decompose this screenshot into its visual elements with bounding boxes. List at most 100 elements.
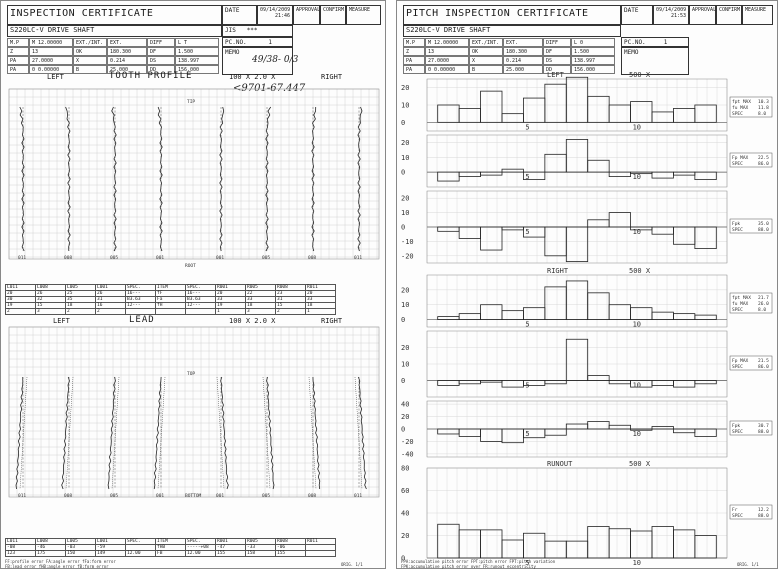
pitch-bar bbox=[458, 226, 481, 239]
tooth-index-label: 5 bbox=[525, 173, 529, 181]
chart-frame bbox=[8, 88, 380, 260]
stat-spec-name: SPEC bbox=[732, 161, 743, 167]
tolerance-line bbox=[262, 376, 271, 490]
tooth-index-label: 5 bbox=[525, 382, 529, 390]
stat-box: Fp MAX 21.5 SPEC 86.0 bbox=[729, 355, 773, 371]
stat-box: Fp MAX 22.5 SPEC 86.0 bbox=[729, 152, 773, 168]
pitch-bar bbox=[437, 226, 460, 232]
stat-value: 26.0 bbox=[758, 301, 769, 307]
y-tick-label: 40 bbox=[401, 401, 409, 409]
pitch-bar bbox=[673, 171, 696, 176]
stat-value: 35.0 bbox=[758, 221, 769, 227]
param-cell: 27.0000 bbox=[29, 56, 73, 65]
pitch-bar bbox=[651, 311, 674, 320]
param-cell: X bbox=[73, 56, 107, 65]
profile-root-label: ROOT bbox=[185, 263, 196, 269]
stat-box: Fr 12.2 SPEC 88.0 bbox=[729, 504, 773, 520]
pitch-bar bbox=[694, 104, 717, 123]
stat-box: Fpk 35.0 SPEC 88.0 bbox=[729, 218, 773, 234]
chart-frame bbox=[426, 78, 728, 132]
pitch-bar bbox=[565, 338, 589, 381]
table-cell bbox=[185, 308, 216, 315]
pitch-bar bbox=[458, 171, 481, 178]
pitch-bar bbox=[480, 529, 503, 559]
section-right-label: RIGHT bbox=[547, 267, 569, 275]
tolerance-line bbox=[216, 376, 225, 490]
measured-trace bbox=[107, 376, 116, 490]
tooth-number-label: 011 bbox=[354, 493, 362, 499]
table-cell: 158 bbox=[245, 550, 276, 557]
pitch-bar bbox=[587, 421, 610, 430]
measured-trace bbox=[312, 376, 321, 490]
stat-spec-value: 86.0 bbox=[758, 364, 769, 370]
y-tick-label: 0 bbox=[401, 119, 405, 127]
lead-top-label: TOP bbox=[187, 371, 195, 377]
profile-tip-label: TIP bbox=[187, 99, 195, 105]
pitch-footnote-2: FPK:accumulative pitch error over FR:run… bbox=[401, 564, 536, 569]
tolerance-line bbox=[354, 376, 363, 490]
lead-title: LEAD bbox=[129, 315, 155, 325]
stat-box: fpt MAX 10.3 fu MAX 11.8 SPEC 8.0 bbox=[729, 96, 773, 118]
pitch-bar bbox=[694, 535, 717, 559]
param-cell: M 12.00000 bbox=[29, 38, 73, 47]
pitch-bar bbox=[651, 380, 674, 386]
param-cell: 0 0.00000 bbox=[29, 65, 73, 74]
chart-frame bbox=[8, 326, 380, 498]
param-cell: DS bbox=[543, 56, 571, 65]
param-cell: 1.500 bbox=[571, 47, 615, 56]
y-tick-label: 10 bbox=[401, 154, 409, 162]
approval-cell: APPROVAL bbox=[293, 5, 320, 25]
stat-name: Fp MAX bbox=[732, 358, 749, 364]
tooth-index-label: 5 bbox=[525, 321, 529, 329]
section-right-scale: 500 X bbox=[629, 267, 651, 275]
tolerance-line bbox=[19, 376, 28, 490]
measured-trace bbox=[153, 376, 162, 490]
tooth-index-label: 10 bbox=[633, 321, 641, 329]
param-cell: PA bbox=[403, 65, 425, 74]
pitch-bar bbox=[673, 428, 696, 434]
pitch-bar bbox=[673, 529, 696, 559]
pitch-panel: -40 -20 0 20 40 5 10 Fpk 30.7 SPEC 88.0 bbox=[401, 401, 773, 458]
measured-trace bbox=[19, 106, 25, 252]
tooth-number-label: 008 bbox=[308, 255, 316, 261]
stat-value: 10.3 bbox=[758, 99, 769, 105]
param-cell: DIFF bbox=[147, 38, 175, 47]
pitch-bar bbox=[587, 526, 610, 559]
stat-spec-value: 88.0 bbox=[758, 227, 769, 233]
pitch-bar bbox=[694, 314, 717, 320]
tooth-number-label: 001 bbox=[156, 255, 164, 261]
measure-cell: MEASURE bbox=[346, 5, 381, 25]
pitch-date-value: 09/14/2009 21:53 bbox=[653, 5, 689, 25]
param-cell: B bbox=[469, 65, 503, 74]
pitch-panel: -20 -10 0 10 20 5 10 Fpk 35.0 SPEC 88.0 bbox=[401, 190, 773, 264]
measured-trace bbox=[311, 106, 317, 252]
param-cell: 156.000 bbox=[571, 65, 615, 74]
param-cell: Z bbox=[7, 47, 29, 56]
certificate-title: INSPECTION CERTIFICATE bbox=[7, 5, 222, 25]
y-tick-label: 20 bbox=[401, 413, 409, 421]
table-cell: 3 bbox=[35, 308, 66, 315]
table-cell: 2 bbox=[275, 308, 306, 315]
param-cell: DS bbox=[147, 56, 175, 65]
pitch-panel: 0 10 20 5 10 fpt MAX 10.3 fu MAX 11.8 SPEC 8.0 bbox=[401, 76, 773, 132]
y-tick-label: 10 bbox=[401, 301, 409, 309]
chart-frame bbox=[426, 190, 728, 264]
pitch-date-label: DATE bbox=[621, 5, 653, 25]
stat-name: fpt MAX bbox=[732, 295, 751, 301]
pitch-inspection-sheet: PITCH INSPECTION CERTIFICATE S220LC-V DR… bbox=[396, 0, 778, 569]
param-cell: PA bbox=[403, 56, 425, 65]
y-tick-label: 20 bbox=[401, 139, 409, 147]
y-tick-label: 20 bbox=[401, 344, 409, 352]
inspection-certificate-sheet: INSPECTION CERTIFICATE S220LC-V DRIVE SH… bbox=[0, 0, 386, 569]
stat-value: 22.5 bbox=[758, 155, 769, 161]
tooth-index-label: 10 bbox=[633, 559, 641, 567]
pitch-bar bbox=[673, 226, 696, 245]
pitch-bar bbox=[587, 292, 610, 320]
y-tick-label: -20 bbox=[401, 252, 414, 260]
table-cell: 1 bbox=[305, 308, 336, 315]
chart-frame bbox=[426, 330, 728, 398]
stat-name: Fr bbox=[732, 507, 738, 513]
param-cell: PA bbox=[7, 56, 29, 65]
tolerance-line bbox=[111, 376, 120, 490]
param-cell: 27.0000 bbox=[425, 56, 469, 65]
